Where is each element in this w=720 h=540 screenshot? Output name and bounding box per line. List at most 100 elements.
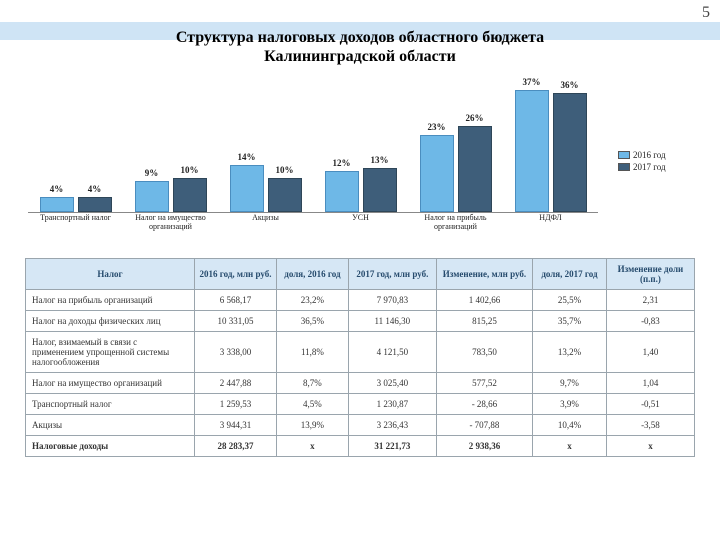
bar-value-label: 10% [276,165,294,175]
bar-2016: 12% [325,171,359,212]
cell-value: 815,25 [436,311,532,332]
cell-value: 2 447,88 [195,373,277,394]
bar-value-label: 12% [333,158,351,168]
legend-swatch-2016 [618,151,630,159]
chart-category-label: УСН [313,214,408,242]
cell-value: 9,7% [533,373,607,394]
cell-value: -3,58 [606,415,694,436]
bar-2017: 26% [458,126,492,213]
cell-value: 1 402,66 [436,290,532,311]
bar-2017: 4% [78,197,112,212]
title-line1: Структура налоговых доходов областного б… [176,29,544,46]
cell-value-total: 28 283,37 [195,436,277,457]
cell-value: 7 970,83 [348,290,436,311]
cell-value-total: 31 221,73 [348,436,436,457]
th-change: Изменение, млн руб. [436,259,532,290]
bar-value-label: 37% [523,77,541,87]
cell-value: 2,31 [606,290,694,311]
cell-value: 1 230,87 [348,394,436,415]
page-title: Структура налоговых доходов областного б… [0,28,720,66]
bar-chart: 4%4%9%10%14%10%12%13%23%26%37%36% Трансп… [28,82,598,242]
table-total-row: Налоговые доходы28 283,37x31 221,732 938… [26,436,695,457]
cell-value: 1 259,53 [195,394,277,415]
data-table: Налог 2016 год, млн руб. доля, 2016 год … [25,258,695,457]
cell-value: 1,04 [606,373,694,394]
cell-value-total: 2 938,36 [436,436,532,457]
table-row: Транспортный налог1 259,534,5%1 230,87- … [26,394,695,415]
bar-value-label: 14% [238,152,256,162]
th-2016: 2016 год, млн руб. [195,259,277,290]
bar-value-label: 36% [561,80,579,90]
cell-value: 577,52 [436,373,532,394]
chart-plot: 4%4%9%10%14%10%12%13%23%26%37%36% [28,82,598,213]
bar-value-label: 4% [50,184,64,194]
bar-2017: 10% [173,178,207,213]
cell-value: -0,83 [606,311,694,332]
cell-value: 3 944,31 [195,415,277,436]
cell-name: Транспортный налог [26,394,195,415]
bar-value-label: 9% [145,168,159,178]
bar-2016: 37% [515,90,549,212]
bar-value-label: 13% [371,155,389,165]
th-tax: Налог [26,259,195,290]
cell-value: 13,2% [533,332,607,373]
legend-item-2016: 2016 год [618,150,666,160]
th-share-2016: доля, 2016 год [276,259,348,290]
cell-value: 11,8% [276,332,348,373]
cell-value: 25,5% [533,290,607,311]
cell-value-total: x [606,436,694,457]
bar-2017: 13% [363,168,397,212]
legend-label-2017: 2017 год [633,162,666,172]
chart-category: 12%13% [313,168,408,212]
cell-value: 10,4% [533,415,607,436]
legend-swatch-2017 [618,163,630,171]
table-body: Налог на прибыль организаций6 568,1723,2… [26,290,695,457]
th-share-change: Изменение доли (п.п.) [606,259,694,290]
bar-2016: 23% [420,135,454,212]
table-row: Налог, взимаемый в связи с применением у… [26,332,695,373]
cell-value: - 707,88 [436,415,532,436]
table-row: Налог на имущество организаций2 447,888,… [26,373,695,394]
cell-value: -0,51 [606,394,694,415]
cell-value: 23,2% [276,290,348,311]
cell-value: 6 568,17 [195,290,277,311]
cell-value: 783,50 [436,332,532,373]
bar-2016: 9% [135,181,169,212]
th-2017: 2017 год, млн руб. [348,259,436,290]
bar-2016: 4% [40,197,74,212]
cell-value: 13,9% [276,415,348,436]
table-row: Налог на доходы физических лиц10 331,053… [26,311,695,332]
cell-name: Налог на доходы физических лиц [26,311,195,332]
cell-name-total: Налоговые доходы [26,436,195,457]
cell-value: 3 338,00 [195,332,277,373]
cell-value: 36,5% [276,311,348,332]
cell-value-total: x [276,436,348,457]
bar-2016: 14% [230,165,264,213]
cell-value: 11 146,30 [348,311,436,332]
chart-category-label: Акцизы [218,214,313,242]
title-line2: Калининградской области [264,48,456,65]
bar-2017: 10% [268,178,302,213]
cell-value: 4 121,50 [348,332,436,373]
chart-category: 4% 4% [28,197,123,212]
bar-2017: 36% [553,93,587,212]
cell-value: 3,9% [533,394,607,415]
cell-name: Налог на прибыль организаций [26,290,195,311]
legend-label-2016: 2016 год [633,150,666,160]
chart-legend: 2016 год 2017 год [618,150,666,174]
chart-category-label: Транспортный налог [28,214,123,242]
page-number: 5 [702,4,710,22]
cell-value: - 28,66 [436,394,532,415]
cell-value: 8,7% [276,373,348,394]
chart-category-labels: Транспортный налогНалог на имущество орг… [28,214,598,242]
cell-name: Налог, взимаемый в связи с применением у… [26,332,195,373]
legend-item-2017: 2017 год [618,162,666,172]
cell-value: 3 236,43 [348,415,436,436]
chart-category-label: НДФЛ [503,214,598,242]
chart-category: 23%26% [408,126,503,213]
bar-value-label: 4% [88,184,102,194]
bar-value-label: 10% [181,165,199,175]
cell-value: 35,7% [533,311,607,332]
cell-value: 3 025,40 [348,373,436,394]
cell-value: 10 331,05 [195,311,277,332]
